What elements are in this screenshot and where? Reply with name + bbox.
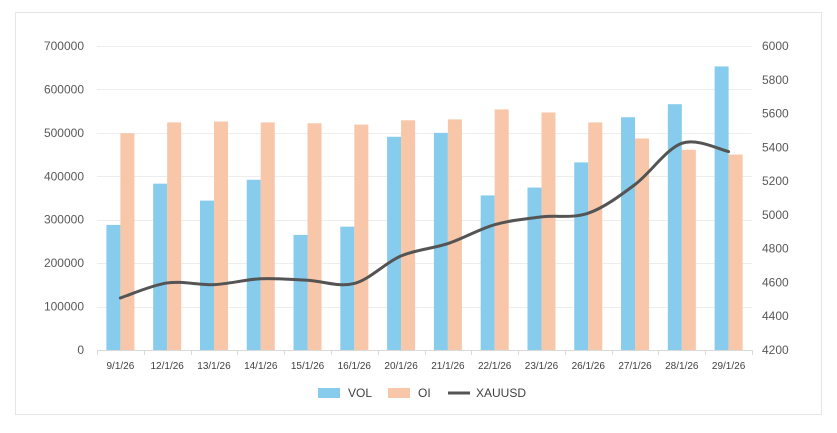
oi-bar: [541, 112, 556, 351]
y-right-tick-label: 4800: [762, 242, 789, 256]
oi-bar: [307, 123, 322, 350]
x-tick-label: 16/1/26: [338, 361, 372, 372]
vol-bar: [433, 132, 448, 350]
x-tick-label: 22/1/26: [478, 361, 512, 372]
legend-label: XAUUSD: [476, 386, 526, 400]
x-tick-label: 27/1/26: [618, 361, 652, 372]
oi-bar: [167, 122, 182, 350]
oi-bar: [728, 154, 743, 350]
oi-bar: [588, 122, 603, 350]
vol-bar: [667, 104, 682, 351]
y-right-tick-label: 5000: [762, 208, 789, 222]
y-left-tick-label: 500000: [44, 126, 84, 140]
y-left-tick-label: 100000: [44, 300, 84, 314]
vol-bar: [246, 179, 261, 350]
y-right-tick-label: 4200: [762, 343, 789, 357]
y-right-tick-label: 5800: [762, 73, 789, 87]
x-tick-label: 26/1/26: [572, 361, 606, 372]
oi-bar: [213, 121, 228, 351]
legend: VOL OI XAUUSD: [318, 386, 526, 400]
legend-swatch: [388, 388, 410, 398]
x-tick-label: 29/1/26: [712, 361, 746, 372]
x-tick-label: 9/1/26: [106, 361, 134, 372]
axes: 0 100000 200000 300000 400000 500000 600000 700…: [44, 39, 789, 372]
oi-bar: [635, 138, 650, 350]
vol-bar: [199, 200, 214, 350]
oi-bar: [494, 109, 509, 350]
vol-bar: [106, 224, 121, 350]
y-left-tick-label: 400000: [44, 169, 84, 183]
x-tick-label: 14/1/26: [244, 361, 278, 372]
y-left-tick-label: 700000: [44, 39, 84, 53]
x-tick-label: 13/1/26: [197, 361, 231, 372]
legend-label: OI: [418, 386, 431, 400]
bar-series: [106, 66, 743, 351]
x-tick-label: 28/1/26: [665, 361, 699, 372]
x-tick-label: 15/1/26: [291, 361, 325, 372]
y-left-tick-label: 0: [77, 343, 84, 357]
y-right-tick-label: 4600: [762, 275, 789, 289]
y-right-tick-label: 5200: [762, 174, 789, 188]
vol-bar: [574, 162, 589, 350]
oi-bar: [401, 120, 416, 351]
oi-bar: [120, 133, 135, 350]
vol-bar: [480, 195, 495, 350]
oi-bar: [260, 122, 275, 350]
vol-bar: [714, 66, 729, 350]
vol-bar: [293, 234, 308, 350]
xauusd-line: [118, 140, 731, 300]
vol-bar: [153, 183, 168, 350]
y-right-tick-label: 5600: [762, 107, 789, 121]
x-tick-label: 21/1/26: [431, 361, 465, 372]
vol-bar: [340, 226, 355, 350]
y-left-tick-label: 600000: [44, 82, 84, 96]
y-right-tick-label: 5400: [762, 140, 789, 154]
legend-label: VOL: [348, 386, 372, 400]
legend-swatch: [318, 388, 340, 398]
y-right-tick-label: 4400: [762, 309, 789, 323]
chart-area-border: [15, 12, 822, 415]
x-tick-label: 20/1/26: [384, 361, 418, 372]
y-left-tick-label: 300000: [44, 213, 84, 227]
vol-bar: [527, 187, 542, 350]
vol-bar: [621, 117, 636, 350]
oi-bar: [354, 124, 369, 350]
line-series: [118, 140, 731, 300]
oi-bar: [447, 119, 462, 350]
x-tick-label: 12/1/26: [150, 361, 184, 372]
y-right-tick-label: 6000: [762, 39, 789, 53]
oi-bar: [681, 149, 696, 350]
vol-bar: [387, 136, 402, 350]
x-tick-label: 23/1/26: [525, 361, 559, 372]
y-left-tick-label: 200000: [44, 256, 84, 270]
